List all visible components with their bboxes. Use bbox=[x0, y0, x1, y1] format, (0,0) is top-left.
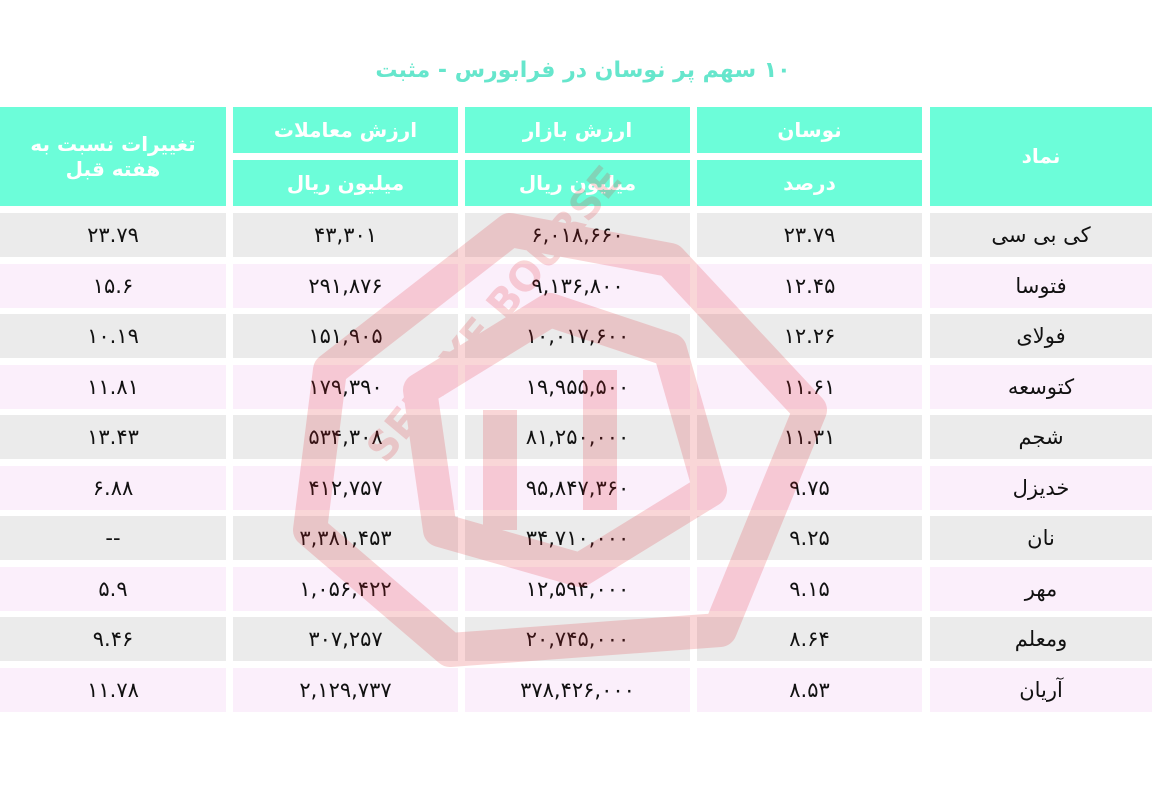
cell-trade-value: ۲,۱۲۹,۷۳۷ bbox=[233, 667, 458, 712]
cell-volatility: ۸.۵۳ bbox=[697, 667, 922, 712]
cell-market-value: ۳۴,۷۱۰,۰۰۰ bbox=[465, 516, 690, 560]
cell-symbol: خدیزل bbox=[930, 465, 1152, 510]
cell-symbol: ومعلم bbox=[930, 617, 1152, 661]
cell-trade-value: ۵۳۴,۳۰۸ bbox=[233, 415, 458, 459]
cell-weekly-change: ۹.۴۶ bbox=[0, 617, 226, 661]
header-trade-value: ارزش معاملات bbox=[233, 107, 458, 153]
cell-weekly-change: ۱۵.۶ bbox=[0, 263, 226, 308]
cell-volatility: ۱۲.۲۶ bbox=[697, 314, 922, 358]
cell-volatility: ۱۲.۴۵ bbox=[697, 263, 922, 308]
cell-market-value: ۹,۱۳۶,۸۰۰ bbox=[465, 263, 690, 308]
table-title: ۱۰ سهم پر نوسان در فرابورس - مثبت bbox=[375, 58, 791, 83]
cell-trade-value: ۴۱۲,۷۵۷ bbox=[233, 465, 458, 510]
header-volatility: نوسان bbox=[697, 107, 922, 153]
cell-market-value: ۱۰,۰۱۷,۶۰۰ bbox=[465, 314, 690, 358]
header-market-value: ارزش بازار bbox=[465, 107, 690, 153]
cell-weekly-change: ۱۰.۱۹ bbox=[0, 314, 226, 358]
cell-market-value: ۱۹,۹۵۵,۵۰۰ bbox=[465, 364, 690, 409]
cell-volatility: ۸.۶۴ bbox=[697, 617, 922, 661]
cell-volatility: ۱۱.۶۱ bbox=[697, 364, 922, 409]
cell-weekly-change: ۶.۸۸ bbox=[0, 465, 226, 510]
cell-symbol: فولای bbox=[930, 314, 1152, 358]
cell-weekly-change: ۱۱.۷۸ bbox=[0, 667, 226, 712]
cell-symbol: کتوسعه bbox=[930, 364, 1152, 409]
cell-symbol: نان bbox=[930, 516, 1152, 560]
cell-trade-value: ۴۳,۳۰۱ bbox=[233, 213, 458, 257]
cell-market-value: ۸۱,۲۵۰,۰۰۰ bbox=[465, 415, 690, 459]
cell-market-value: ۱۲,۵۹۴,۰۰۰ bbox=[465, 566, 690, 611]
cell-symbol: کی بی سی bbox=[930, 213, 1152, 257]
cell-weekly-change: -- bbox=[0, 516, 226, 560]
cell-market-value: ۳۷۸,۴۲۶,۰۰۰ bbox=[465, 667, 690, 712]
cell-weekly-change: ۵.۹ bbox=[0, 566, 226, 611]
cell-symbol: فتوسا bbox=[930, 263, 1152, 308]
cell-volatility: ۹.۷۵ bbox=[697, 465, 922, 510]
cell-weekly-change: ۱۳.۴۳ bbox=[0, 415, 226, 459]
header-symbol: نماد bbox=[930, 107, 1152, 206]
cell-volatility: ۹.۱۵ bbox=[697, 566, 922, 611]
cell-market-value: ۹۵,۸۴۷,۳۶۰ bbox=[465, 465, 690, 510]
header-weekly-change: تغییرات نسبت به هفته قبل bbox=[0, 107, 226, 206]
cell-volatility: ۱۱.۳۱ bbox=[697, 415, 922, 459]
header-trade-value-unit: میلیون ریال bbox=[233, 160, 458, 206]
cell-trade-value: ۳,۳۸۱,۴۵۳ bbox=[233, 516, 458, 560]
cell-symbol: شجم bbox=[930, 415, 1152, 459]
cell-weekly-change: ۱۱.۸۱ bbox=[0, 364, 226, 409]
cell-trade-value: ۲۹۱,۸۷۶ bbox=[233, 263, 458, 308]
cell-trade-value: ۱۵۱,۹۰۵ bbox=[233, 314, 458, 358]
cell-weekly-change: ۲۳.۷۹ bbox=[0, 213, 226, 257]
header-market-value-unit: میلیون ریال bbox=[465, 160, 690, 206]
cell-market-value: ۲۰,۷۴۵,۰۰۰ bbox=[465, 617, 690, 661]
cell-trade-value: ۱,۰۵۶,۴۲۲ bbox=[233, 566, 458, 611]
cell-market-value: ۶,۰۱۸,۶۶۰ bbox=[465, 213, 690, 257]
cell-volatility: ۹.۲۵ bbox=[697, 516, 922, 560]
cell-symbol: آریان bbox=[930, 667, 1152, 712]
header-volatility-unit: درصد bbox=[697, 160, 922, 206]
cell-symbol: مهر bbox=[930, 566, 1152, 611]
cell-volatility: ۲۳.۷۹ bbox=[697, 213, 922, 257]
cell-trade-value: ۳۰۷,۲۵۷ bbox=[233, 617, 458, 661]
cell-trade-value: ۱۷۹,۳۹۰ bbox=[233, 364, 458, 409]
